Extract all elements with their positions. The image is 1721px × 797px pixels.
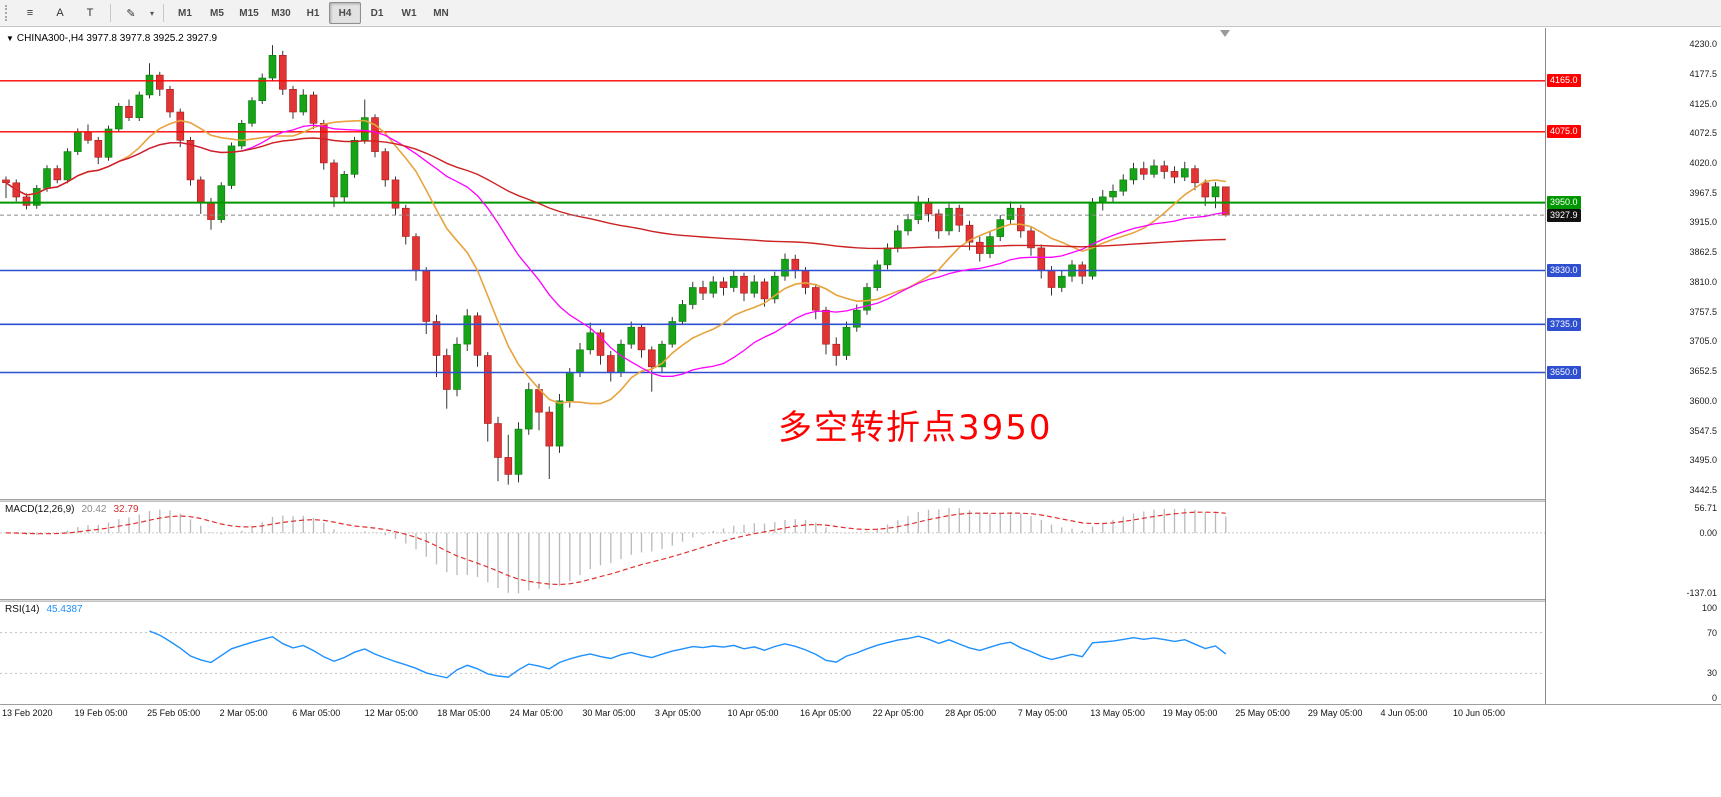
pointer-options-icon[interactable]: ≡ — [26, 7, 34, 19]
toolbar-separator — [163, 4, 164, 22]
panel-separator[interactable] — [0, 499, 1721, 502]
text-label-icon[interactable]: T — [86, 7, 94, 19]
macd-title: MACD(12,26,9) — [5, 504, 75, 515]
level-price-label: 4075.0 — [1547, 125, 1581, 139]
annotation-text-icon[interactable]: A — [56, 7, 64, 19]
price-tick-label: 4177.5 — [1689, 68, 1717, 79]
timeframe-M30[interactable]: M30 — [271, 7, 291, 19]
time-scale[interactable]: 13 Feb 2020 19 Feb 05:00 25 Feb 05:00 2 Mar… — [0, 705, 1721, 725]
rsi-axis-label: 0 — [1711, 693, 1717, 703]
rsi-chart[interactable] — [0, 602, 1545, 704]
price-tick-label: 3967.5 — [1689, 187, 1717, 198]
timeframe-H1[interactable]: H1 — [306, 7, 320, 19]
panel-separator[interactable] — [0, 599, 1721, 602]
time-label: 24 Mar 05:00 — [509, 708, 563, 718]
time-label: 2 Mar 05:00 — [219, 708, 268, 718]
time-label: 6 Mar 05:00 — [292, 708, 341, 718]
macd-axis-label: 56.71 — [1694, 502, 1717, 513]
symbol-ohlc-text: CHINA300-,H4 3977.8 3977.8 3925.2 3927.9 — [16, 33, 218, 44]
price-tick-label: 3495.0 — [1689, 455, 1717, 466]
price-tick-label: 3652.5 — [1689, 366, 1717, 377]
time-label: 18 Mar 05:00 — [437, 708, 491, 718]
time-label: 13 May 05:00 — [1090, 708, 1145, 718]
macd-main-value: 20.42 — [81, 504, 107, 515]
macd-chart[interactable] — [0, 502, 1545, 599]
symbol-marker-icon[interactable]: ▼ — [6, 34, 14, 43]
level-price-label: 3950.0 — [1547, 196, 1581, 210]
time-scale-divider — [0, 704, 1721, 705]
price-scale[interactable]: 3442.5 3495.0 3547.5 3600.0 3652.5 3705.0 3757… — [1545, 28, 1721, 704]
timeframe-M15[interactable]: M15 — [239, 7, 259, 19]
price-tick-label: 4230.0 — [1689, 39, 1717, 49]
rsi-indicator-label: RSI(14) 45.4387 — [5, 604, 83, 615]
price-tick-label: 3862.5 — [1689, 247, 1717, 258]
time-label: 16 Apr 05:00 — [800, 708, 852, 718]
time-label: 28 Apr 05:00 — [945, 708, 997, 718]
macd-axis-label: -137.01 — [1686, 588, 1717, 599]
rsi-title: RSI(14) — [5, 604, 40, 615]
time-label: 3 Apr 05:00 — [654, 708, 701, 718]
level-price-label: 4165.0 — [1547, 74, 1581, 88]
price-tick-label: 3442.5 — [1689, 485, 1717, 495]
level-price-label: 3830.0 — [1547, 264, 1581, 277]
price-tick-label: 3757.5 — [1689, 306, 1717, 317]
macd-indicator-label: MACD(12,26,9) 20.42 32.79 — [5, 504, 139, 515]
time-label: 4 Jun 05:00 — [1380, 708, 1428, 718]
price-tick-label: 3705.0 — [1689, 336, 1717, 347]
price-tick-label: 3547.5 — [1689, 425, 1717, 436]
level-price-label: 3650.0 — [1547, 366, 1581, 379]
toolbar: ≡ A T ✎ ▾ M1 M5 M15 M30 H1 H4 D1 W1 MN — [0, 0, 1721, 27]
price-tick-label: 3915.0 — [1689, 217, 1717, 228]
timeframe-D1[interactable]: D1 — [370, 7, 384, 19]
chart-annotation-text: 多空转折点3950 — [778, 408, 1053, 448]
price-tick-label: 3600.0 — [1689, 395, 1717, 406]
chevron-down-icon[interactable]: ▾ — [149, 8, 154, 18]
time-label: 7 May 05:00 — [1017, 708, 1068, 718]
toolbar-grip[interactable] — [5, 5, 10, 21]
rsi-value: 45.4387 — [46, 604, 83, 615]
timeframe-M1[interactable]: M1 — [178, 7, 192, 19]
rsi-axis-label: 100 — [1701, 603, 1717, 613]
time-label: 29 May 05:00 — [1307, 708, 1363, 718]
chart-shift-marker-icon — [1220, 30, 1230, 37]
rsi-axis-label: 70 — [1706, 627, 1717, 638]
time-label: 19 May 05:00 — [1162, 708, 1218, 718]
time-label: 10 Apr 05:00 — [727, 708, 779, 718]
level-price-label: 3735.0 — [1547, 317, 1581, 331]
price-tick-label: 4020.0 — [1689, 157, 1717, 168]
time-label: 22 Apr 05:00 — [872, 708, 924, 718]
timeframe-W1[interactable]: W1 — [401, 7, 417, 19]
price-tick-label: 4072.5 — [1689, 128, 1717, 139]
toolbar-separator — [110, 4, 111, 22]
time-label: 30 Mar 05:00 — [582, 708, 636, 718]
time-label: 12 Mar 05:00 — [364, 708, 418, 718]
time-label: 13 Feb 2020 — [2, 708, 53, 718]
time-label: 25 May 05:00 — [1235, 708, 1290, 718]
time-label: 19 Feb 05:00 — [74, 708, 128, 718]
price-tick-label: 4125.0 — [1689, 98, 1717, 109]
price-tick-label: 3810.0 — [1689, 276, 1717, 287]
symbol-quote: ▼ CHINA300-,H4 3977.8 3977.8 3925.2 3927.… — [6, 33, 217, 44]
timeframe-H4[interactable]: H4 — [329, 2, 361, 24]
time-label: 25 Feb 05:00 — [147, 708, 201, 718]
candlestick-chart[interactable] — [0, 28, 1545, 499]
timeframe-M5[interactable]: M5 — [210, 7, 224, 19]
time-label: 10 Jun 05:00 — [1453, 708, 1506, 718]
rsi-axis-label: 30 — [1706, 668, 1717, 679]
timeframe-MN[interactable]: MN — [433, 7, 449, 19]
macd-axis-label: 0.00 — [1699, 527, 1717, 538]
current-price-label: 3927.9 — [1547, 208, 1581, 222]
draw-style-icon[interactable]: ✎ — [126, 7, 136, 20]
macd-signal-value: 32.79 — [113, 504, 139, 515]
